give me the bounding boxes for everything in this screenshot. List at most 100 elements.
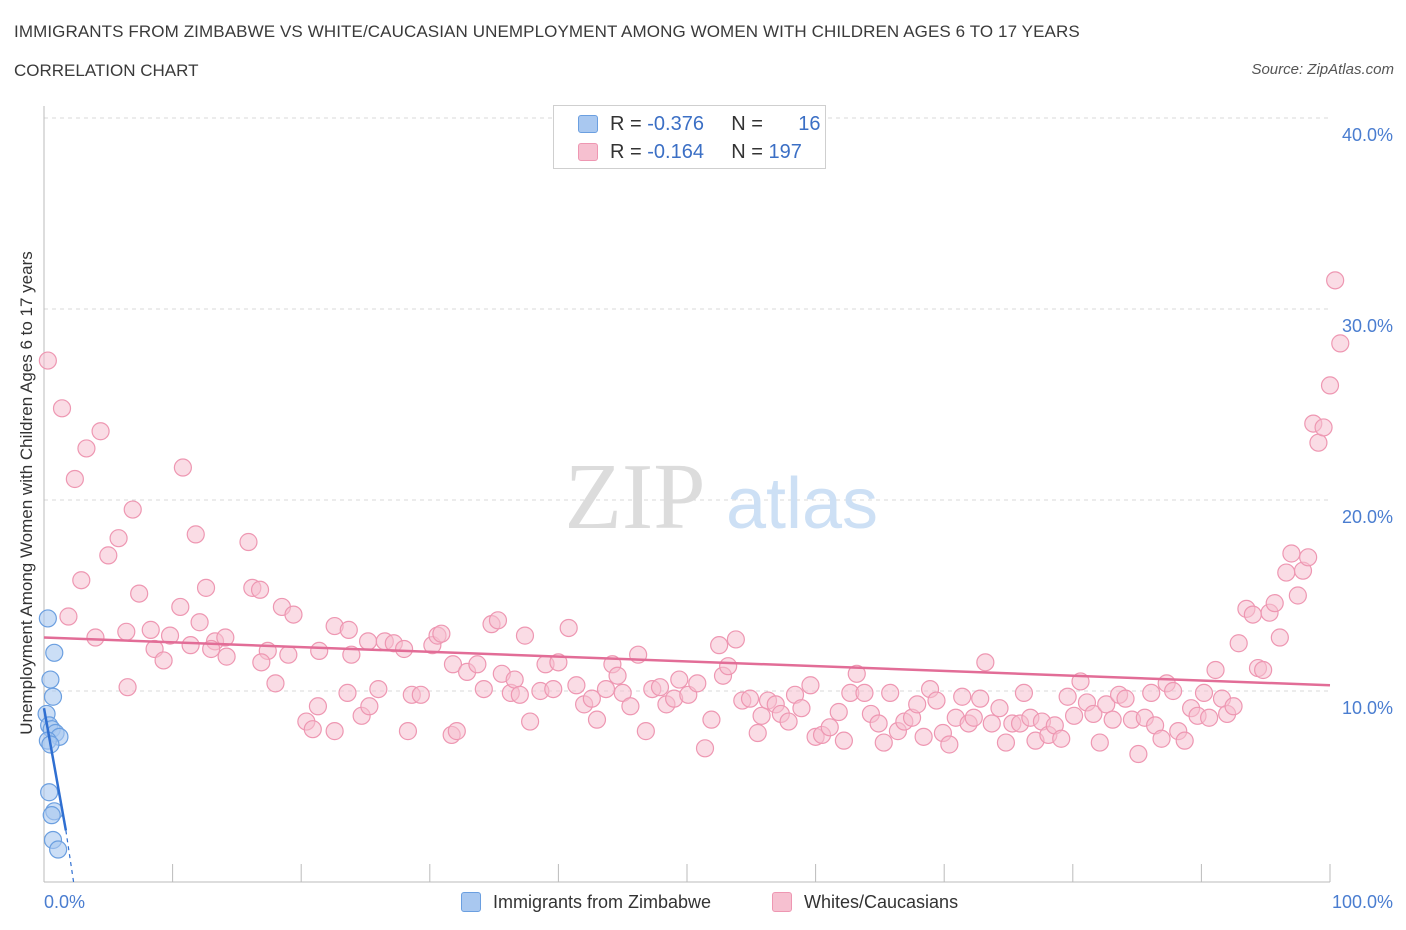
n-value: 16: [798, 112, 821, 135]
whites-point: [141, 620, 160, 639]
whites-point: [976, 653, 995, 672]
whites-point: [1064, 706, 1084, 725]
whites-point: [279, 645, 298, 664]
whites-point: [217, 647, 236, 666]
whites-point: [123, 500, 142, 519]
whites-point: [398, 722, 418, 741]
y-tick-label: 30.0%: [1342, 316, 1393, 336]
whites-point: [186, 525, 205, 544]
whites-point: [325, 722, 344, 741]
whites-point: [695, 739, 715, 758]
whites-point: [869, 714, 888, 733]
whites-point: [239, 532, 258, 552]
zimbabwe-point: [49, 840, 68, 859]
whites-point: [252, 653, 271, 672]
whites-point: [1229, 634, 1248, 653]
whites-point: [621, 697, 640, 716]
r-value: -0.376: [647, 112, 704, 135]
whites-point: [670, 670, 689, 689]
whites-point: [587, 710, 607, 729]
x-tick-label: 100.0%: [1332, 892, 1393, 912]
n-value: 197: [768, 140, 802, 163]
chart-subtitle: CORRELATION CHART: [14, 61, 199, 80]
whites-point: [1014, 683, 1034, 703]
whites-point: [1152, 729, 1171, 748]
whites-point: [834, 731, 853, 750]
n-label: N =: [731, 112, 763, 135]
whites-point: [1243, 605, 1262, 624]
whites-point: [953, 687, 972, 706]
whites-point: [38, 351, 57, 370]
legend-item-zimbabwe: Immigrants from Zimbabwe: [461, 890, 711, 914]
zimbabwe-points: [37, 609, 69, 859]
whites-point: [650, 678, 670, 697]
whites-point: [91, 422, 110, 441]
whites-point: [710, 636, 729, 655]
whites-point: [196, 578, 216, 597]
trend-lines: [42, 636, 1331, 883]
legend-row-whites: R = -0.164 N = 197: [578, 141, 821, 163]
whites-point: [752, 706, 771, 725]
whites-point: [1314, 418, 1333, 437]
whites-point: [1084, 704, 1103, 724]
whites-point: [1097, 695, 1116, 714]
whites-point: [488, 611, 508, 630]
whites-point: [982, 714, 1001, 733]
whites-point: [779, 712, 798, 731]
whites-point: [927, 691, 946, 710]
whites-point: [1142, 683, 1161, 703]
whites-point: [596, 679, 616, 699]
whites-point: [1200, 708, 1219, 727]
whites-point: [881, 683, 900, 703]
whites-point: [432, 624, 451, 643]
whites-point: [567, 676, 586, 695]
whites-point: [613, 683, 632, 703]
whites-point: [1194, 683, 1214, 703]
x-tick-label: 0.0%: [44, 892, 85, 912]
whites-point: [1288, 586, 1307, 605]
whites-point: [72, 571, 91, 590]
zimbabwe-point: [43, 687, 63, 706]
legend-row-zimbabwe: R = -0.376 N = 16: [578, 113, 821, 135]
whites-point: [559, 618, 578, 638]
whites-point: [284, 605, 303, 624]
whites-point: [792, 699, 811, 718]
whites-point: [1254, 660, 1273, 680]
whites-point: [1299, 548, 1318, 567]
whites-point: [303, 720, 322, 739]
whites-point: [173, 458, 192, 477]
source-label: Source: ZipAtlas.com: [1251, 61, 1394, 78]
whites-point: [77, 439, 96, 458]
blue-swatch: [461, 892, 481, 912]
whites-point: [820, 718, 839, 737]
r-label: R =: [610, 112, 642, 135]
whites-point: [1090, 733, 1109, 752]
whites-point: [339, 620, 358, 639]
whites-point: [1206, 660, 1225, 680]
n-label: N =: [731, 140, 763, 163]
legend-label: Immigrants from Zimbabwe: [493, 891, 712, 912]
whites-point: [990, 699, 1009, 718]
whites-point: [549, 653, 568, 672]
whites-point: [702, 710, 721, 729]
whites-point: [99, 546, 118, 565]
whites-point: [1129, 744, 1148, 764]
whites-point: [411, 685, 430, 704]
zimbabwe-point: [42, 806, 61, 825]
r-value: -0.164: [647, 140, 704, 163]
whites-point: [1103, 710, 1122, 729]
whites-point: [266, 674, 285, 693]
whites-point: [740, 689, 760, 708]
whites-point: [1277, 563, 1296, 582]
legend-item-whites: Whites/Caucasians: [772, 890, 958, 914]
whites-point: [118, 678, 137, 697]
whites-point: [52, 399, 72, 418]
whites-point: [971, 689, 990, 708]
axes: [43, 106, 1331, 883]
whites-point: [160, 626, 180, 645]
whites-point: [468, 655, 487, 674]
whites-point: [908, 695, 927, 714]
whites-point: [171, 597, 190, 617]
whites-point: [59, 607, 78, 626]
